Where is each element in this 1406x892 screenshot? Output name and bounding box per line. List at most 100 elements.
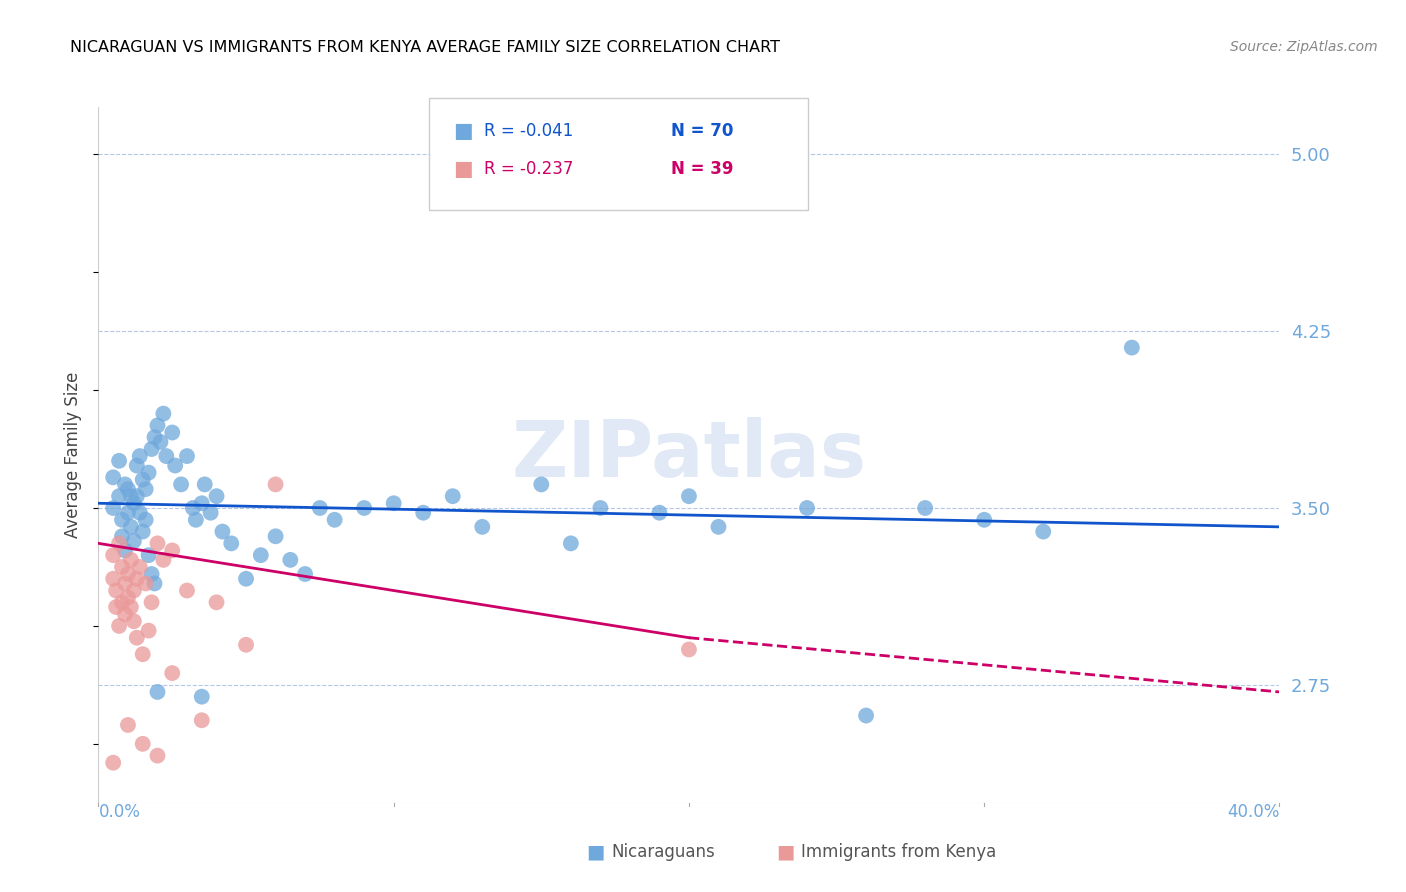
Text: R = -0.237: R = -0.237 [484, 161, 574, 178]
Point [143, 576, 166, 591]
Point [120, 600, 142, 615]
Point [796, 500, 818, 515]
Point [146, 418, 169, 433]
Point [141, 442, 163, 456]
Point [108, 489, 131, 503]
Y-axis label: Average Family Size: Average Family Size [65, 372, 83, 538]
Point [162, 543, 183, 558]
Point [103, 572, 125, 586]
Point [855, 708, 877, 723]
Point [825, 813, 848, 827]
Point [125, 458, 148, 473]
Point [973, 513, 995, 527]
Point [184, 513, 207, 527]
Point [264, 529, 287, 543]
Point [200, 506, 222, 520]
Point [211, 524, 233, 539]
Point [146, 536, 169, 550]
Point [412, 506, 434, 520]
Point [103, 500, 125, 515]
Point [155, 449, 177, 463]
Text: R = -0.041: R = -0.041 [484, 122, 572, 140]
Point [589, 500, 612, 515]
Text: 40.0%: 40.0% [1227, 803, 1279, 821]
Text: N = 70: N = 70 [671, 122, 733, 140]
Point [191, 496, 214, 510]
Point [120, 520, 142, 534]
Point [125, 631, 148, 645]
Point [170, 477, 193, 491]
Point [114, 576, 136, 591]
Text: ZIPatlas: ZIPatlas [512, 417, 866, 493]
Point [1121, 341, 1143, 355]
Point [323, 513, 346, 527]
Point [128, 449, 150, 463]
Point [135, 513, 157, 527]
Point [152, 553, 174, 567]
Point [122, 614, 145, 628]
Point [138, 624, 160, 638]
Point [678, 642, 700, 657]
Point [441, 489, 464, 503]
Text: ■: ■ [453, 121, 472, 141]
Point [108, 536, 131, 550]
Point [105, 583, 128, 598]
Point [108, 619, 131, 633]
Point [128, 560, 150, 574]
Point [825, 807, 848, 822]
Point [280, 553, 302, 567]
Point [264, 477, 287, 491]
Point [111, 560, 134, 574]
Point [176, 583, 198, 598]
Point [235, 572, 257, 586]
Point [125, 572, 148, 586]
Text: Immigrants from Kenya: Immigrants from Kenya [801, 843, 997, 861]
Point [125, 489, 148, 503]
Point [114, 477, 136, 491]
Point [128, 506, 150, 520]
Point [294, 567, 316, 582]
Point [108, 454, 131, 468]
Point [1032, 524, 1054, 539]
Point [181, 500, 204, 515]
Point [149, 434, 172, 449]
Point [111, 529, 134, 543]
Point [152, 407, 174, 421]
Point [122, 583, 145, 598]
Point [471, 520, 494, 534]
Point [117, 567, 139, 582]
Text: ■: ■ [586, 842, 605, 862]
Point [132, 737, 155, 751]
Point [143, 430, 166, 444]
Text: 0.0%: 0.0% [98, 803, 141, 821]
Point [103, 548, 125, 562]
Point [103, 756, 125, 770]
Text: ■: ■ [453, 160, 472, 179]
Point [309, 500, 332, 515]
Point [560, 536, 582, 550]
Text: N = 39: N = 39 [671, 161, 733, 178]
Point [111, 513, 134, 527]
Point [117, 482, 139, 496]
Point [382, 496, 405, 510]
Point [117, 591, 139, 605]
Text: NICARAGUAN VS IMMIGRANTS FROM KENYA AVERAGE FAMILY SIZE CORRELATION CHART: NICARAGUAN VS IMMIGRANTS FROM KENYA AVER… [70, 40, 780, 55]
Point [678, 489, 700, 503]
Point [194, 477, 217, 491]
Point [135, 482, 157, 496]
Point [165, 458, 187, 473]
Point [132, 473, 155, 487]
Point [132, 647, 155, 661]
Text: ■: ■ [776, 842, 794, 862]
Point [122, 496, 145, 510]
Point [191, 690, 214, 704]
Point [105, 600, 128, 615]
Point [146, 748, 169, 763]
Point [353, 500, 375, 515]
Point [146, 685, 169, 699]
Point [111, 595, 134, 609]
Point [176, 449, 198, 463]
Point [132, 524, 155, 539]
Point [221, 536, 243, 550]
Point [117, 506, 139, 520]
